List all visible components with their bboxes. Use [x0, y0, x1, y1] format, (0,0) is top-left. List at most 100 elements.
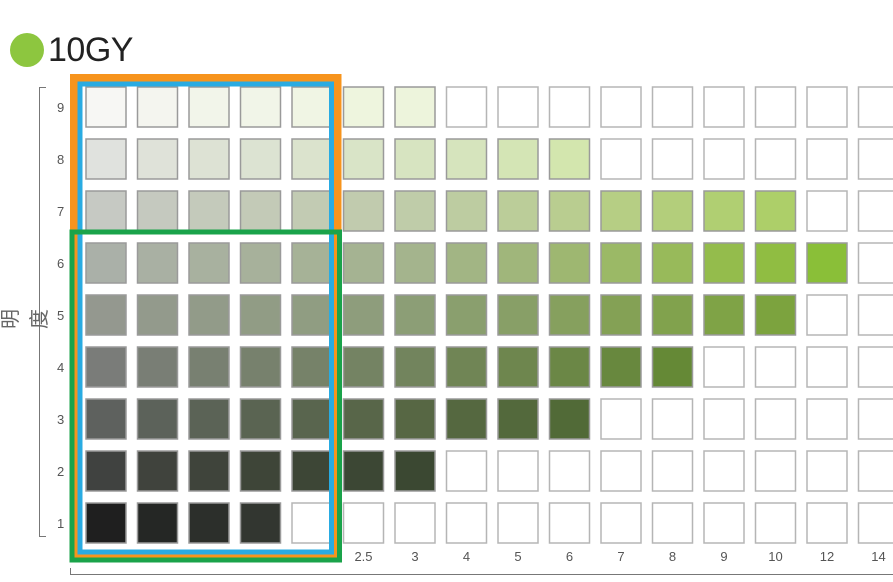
color-chip [342, 502, 385, 544]
color-chip [342, 450, 385, 492]
color-chip [291, 450, 333, 492]
color-chip [754, 138, 797, 180]
color-chip [497, 502, 539, 544]
color-chip [136, 294, 179, 336]
color-chip [857, 398, 893, 440]
color-chip [806, 346, 848, 388]
highlight-frame [77, 81, 334, 555]
color-chip [85, 450, 127, 492]
y-tick-label: 9 [57, 100, 64, 115]
color-chip [291, 502, 333, 544]
color-chip [445, 502, 488, 544]
x-tick-label: 4 [463, 549, 470, 564]
color-chip [85, 346, 127, 388]
y-tick-label: 8 [57, 152, 64, 167]
color-chip [600, 294, 642, 336]
color-chip [85, 190, 127, 232]
color-chip [651, 190, 694, 232]
color-chip [548, 86, 591, 128]
color-chip [806, 502, 848, 544]
x-tick-label: 14 [871, 549, 885, 564]
color-chip [548, 138, 591, 180]
x-tick-label: 5 [514, 549, 521, 564]
color-chip [754, 294, 797, 336]
color-chip [703, 450, 745, 492]
color-chip [548, 294, 591, 336]
color-chip [600, 346, 642, 388]
y-tick-label: 5 [57, 308, 64, 323]
color-chip [857, 502, 893, 544]
color-chip [239, 450, 282, 492]
color-chip [857, 346, 893, 388]
color-chip [600, 502, 642, 544]
color-chip [548, 242, 591, 284]
color-chip [651, 346, 694, 388]
color-chip [136, 242, 179, 284]
color-chip [394, 242, 436, 284]
color-chip [239, 346, 282, 388]
color-chip [548, 190, 591, 232]
color-chip [342, 138, 385, 180]
color-chip [600, 138, 642, 180]
y-tick-label: 6 [57, 256, 64, 271]
hue-dot-icon [10, 33, 44, 67]
x-tick-label: 6 [566, 549, 573, 564]
color-chip [703, 502, 745, 544]
color-chip [291, 294, 333, 336]
color-chip [754, 398, 797, 440]
color-chip [703, 398, 745, 440]
color-chip [857, 86, 893, 128]
color-chip [445, 450, 488, 492]
x-tick-label: 12 [820, 549, 834, 564]
color-chip [239, 502, 282, 544]
color-chip [239, 294, 282, 336]
color-chip [703, 190, 745, 232]
color-chip [754, 86, 797, 128]
color-chip [600, 242, 642, 284]
x-tick-label: 10 [768, 549, 782, 564]
color-chip [188, 138, 230, 180]
x-tick-label: 9 [720, 549, 727, 564]
color-chip [188, 502, 230, 544]
color-chip [188, 294, 230, 336]
color-chip [394, 502, 436, 544]
color-chip [651, 450, 694, 492]
color-chip [497, 294, 539, 336]
color-chip [188, 190, 230, 232]
color-chip [600, 450, 642, 492]
x-tick-label: 7 [617, 549, 624, 564]
color-chip [291, 138, 333, 180]
color-chip [497, 190, 539, 232]
color-chip [806, 398, 848, 440]
color-chip [342, 346, 385, 388]
color-chip [857, 190, 893, 232]
color-chip [342, 294, 385, 336]
color-chip [239, 242, 282, 284]
color-chip [806, 242, 848, 284]
color-chip [394, 398, 436, 440]
color-chip [857, 294, 893, 336]
y-tick-label: 7 [57, 204, 64, 219]
color-chip [445, 294, 488, 336]
color-chip [497, 138, 539, 180]
color-chip [703, 242, 745, 284]
color-chip [188, 86, 230, 128]
color-chip [857, 242, 893, 284]
color-chip [806, 450, 848, 492]
color-chip [136, 502, 179, 544]
color-chip [291, 398, 333, 440]
color-chip [857, 138, 893, 180]
color-chip [188, 242, 230, 284]
color-chip [754, 190, 797, 232]
color-chip [239, 398, 282, 440]
color-chip [703, 294, 745, 336]
color-chip [291, 190, 333, 232]
color-chip [600, 398, 642, 440]
color-chip [394, 346, 436, 388]
color-chip [136, 398, 179, 440]
y-tick-label: 3 [57, 412, 64, 427]
color-chip [754, 346, 797, 388]
color-chip [703, 86, 745, 128]
color-chip [806, 86, 848, 128]
